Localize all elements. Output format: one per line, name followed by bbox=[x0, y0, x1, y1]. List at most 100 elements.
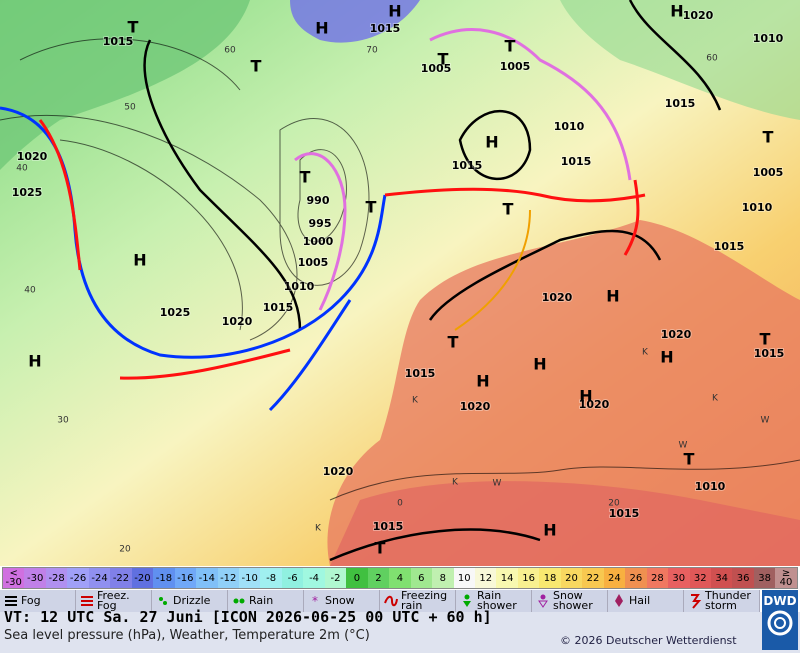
legend-icon bbox=[159, 597, 167, 605]
colorbar-cell: 4 bbox=[389, 568, 411, 588]
region-letter: W bbox=[679, 441, 688, 451]
colorbar-cell: -8 bbox=[260, 568, 282, 588]
valid-time: VT: 12 UTC Sa. 27 Juni [ICON 2026-06-25 … bbox=[4, 608, 492, 626]
pressure-label: 1015 bbox=[370, 22, 401, 35]
colorbar-cell: 30 bbox=[668, 568, 690, 588]
pressure-center: T bbox=[251, 57, 262, 76]
pressure-label: 1020 bbox=[460, 400, 491, 413]
isotherm-label: 60 bbox=[706, 54, 718, 64]
pressure-center: H bbox=[579, 387, 592, 406]
colorbar-cell: 2 bbox=[367, 568, 390, 588]
colorbar-cell: 0 bbox=[346, 568, 368, 588]
colorbar-cell: 14 bbox=[496, 568, 518, 588]
legend-label: Freez. Fog bbox=[97, 589, 130, 612]
legend-label: Rain shower bbox=[477, 589, 517, 612]
legend-item: Rain shower bbox=[456, 590, 532, 612]
pressure-center: H bbox=[533, 355, 546, 374]
colorbar-cell: -2 bbox=[324, 568, 347, 588]
pressure-label: 1015 bbox=[263, 301, 294, 314]
legend-label: Rain bbox=[249, 594, 274, 607]
legend-item: Freez. Fog bbox=[76, 590, 152, 612]
legend-label: Freezing rain bbox=[401, 589, 448, 612]
pressure-label: 995 bbox=[309, 217, 332, 230]
legend-label: Thunder storm bbox=[705, 589, 751, 612]
isotherm-label: 20 bbox=[119, 545, 131, 555]
colorbar-cell: 22 bbox=[582, 568, 604, 588]
legend-label: Hail bbox=[629, 594, 651, 607]
cold-area bbox=[560, 0, 800, 120]
isotherm-label: 0 bbox=[397, 499, 403, 509]
isotherm-label: 60 bbox=[224, 46, 236, 56]
colorbar-cell: 28 bbox=[646, 568, 669, 588]
pressure-label: 1020 bbox=[579, 398, 610, 411]
isotherm-label: 70 bbox=[366, 46, 378, 56]
pressure-label: 1015 bbox=[561, 155, 592, 168]
pressure-label: 1020 bbox=[661, 328, 692, 341]
legend-item: Snow shower bbox=[532, 590, 608, 612]
pressure-center: T bbox=[300, 168, 311, 187]
legend-item: Thunder storm bbox=[684, 590, 760, 612]
legend-label: Snow bbox=[325, 594, 355, 607]
colorbar-cell: -12 bbox=[217, 568, 239, 588]
logo-icon bbox=[767, 610, 793, 636]
pressure-center: T bbox=[505, 37, 516, 56]
isotherm-label: 40 bbox=[24, 286, 36, 296]
pressure-center: H bbox=[388, 2, 401, 21]
warm-area bbox=[327, 220, 800, 566]
pressure-label: 1005 bbox=[753, 166, 784, 179]
pressure-label: 1010 bbox=[742, 201, 773, 214]
pressure-label: 1005 bbox=[421, 62, 452, 75]
pressure-center: H bbox=[133, 251, 146, 270]
pressure-label: 1020 bbox=[323, 465, 354, 478]
pressure-label: 1010 bbox=[695, 480, 726, 493]
pressure-center: T bbox=[760, 330, 771, 349]
pressure-center: T bbox=[684, 450, 695, 469]
colorbar-cell: 8 bbox=[432, 568, 454, 588]
colorbar-cell: 26 bbox=[625, 568, 647, 588]
pressure-center: T bbox=[375, 539, 386, 558]
colorbar-cell: 6 bbox=[410, 568, 433, 588]
legend-icon bbox=[81, 596, 93, 606]
pressure-label: 1010 bbox=[753, 32, 784, 45]
colorbar-cell: -20 bbox=[131, 568, 154, 588]
region-letter: K bbox=[642, 348, 649, 358]
pressure-label: 1015 bbox=[665, 97, 696, 110]
pressure-label: 1015 bbox=[714, 240, 745, 253]
colorbar-cell: -26 bbox=[67, 568, 89, 588]
colorbar-cell: -22 bbox=[110, 568, 132, 588]
copyright: © 2026 Deutscher Wetterdienst bbox=[560, 634, 737, 647]
legend-icon bbox=[538, 594, 548, 608]
legend-label: Drizzle bbox=[173, 594, 211, 607]
legend-label: Fog bbox=[21, 594, 41, 607]
map: 1015 1015 1005 1005 1010 1020 1015 1010 1015 1015… bbox=[0, 0, 800, 566]
colorbar-cell: < -30 bbox=[3, 568, 25, 588]
pressure-label: 1005 bbox=[298, 256, 329, 269]
region-letter: W bbox=[761, 416, 770, 426]
warm-area bbox=[330, 481, 800, 566]
colorbar-cell: 34 bbox=[710, 568, 733, 588]
pressure-center: T bbox=[763, 128, 774, 147]
isotherm-label: 50 bbox=[124, 103, 136, 113]
colorbar-cell: -18 bbox=[153, 568, 175, 588]
pressure-center: H bbox=[660, 348, 673, 367]
region-letter: K bbox=[315, 524, 322, 534]
cold-area bbox=[290, 0, 420, 43]
colorbar: < -30 -30 -28 -26 -24 -22 -20 -18 -16 -14 -12 -10 -8… bbox=[2, 567, 798, 589]
pressure-center: T bbox=[503, 200, 514, 219]
colorbar-cell: -24 bbox=[88, 568, 111, 588]
colorbar-cell: 10 bbox=[453, 568, 475, 588]
colorbar-cell: 36 bbox=[732, 568, 754, 588]
pressure-label: 1015 bbox=[373, 520, 404, 533]
colorbar-cell: -14 bbox=[196, 568, 218, 588]
warm-front bbox=[38, 119, 646, 380]
colorbar-cell: -16 bbox=[174, 568, 197, 588]
colorbar-cell: -4 bbox=[303, 568, 325, 588]
pressure-label: 1000 bbox=[303, 235, 334, 248]
legend-icon bbox=[463, 594, 471, 607]
legend-item: Freezing rain bbox=[380, 590, 456, 612]
region-letter: K bbox=[452, 478, 459, 488]
pressure-label: 1005 bbox=[500, 60, 531, 73]
pressure-center: H bbox=[670, 2, 683, 21]
region-letter: K bbox=[712, 394, 719, 404]
